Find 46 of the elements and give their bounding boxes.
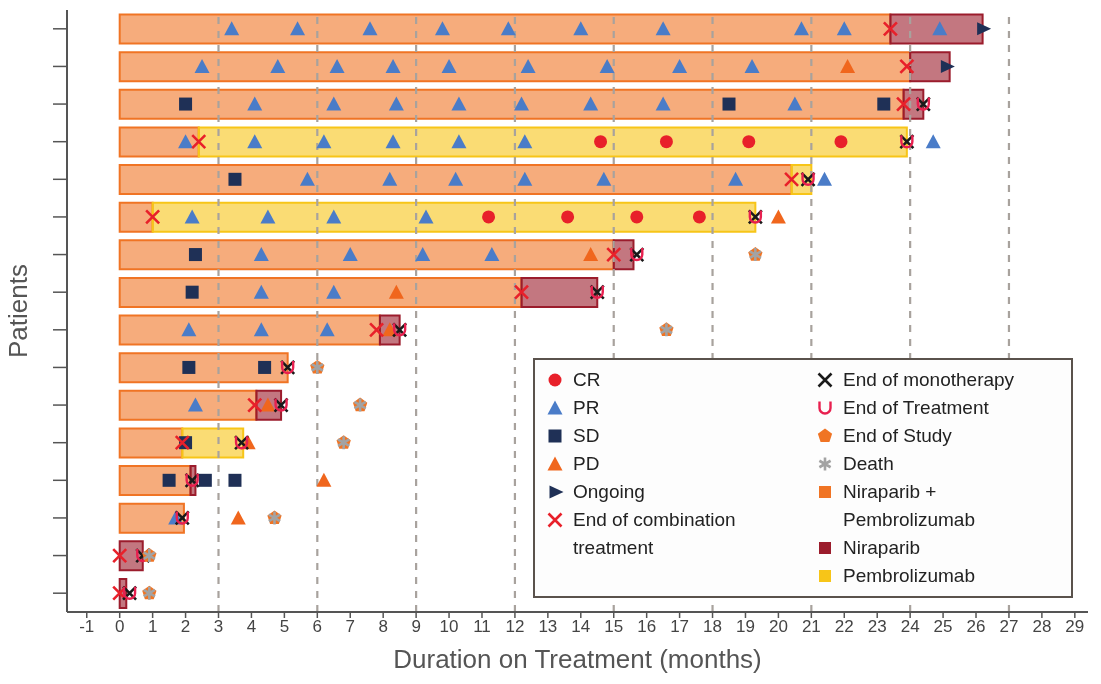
legend-label: PR — [573, 396, 600, 420]
legend-label: Niraparib — [843, 536, 921, 560]
legend-label: Death — [843, 452, 894, 476]
x-tick-label: 29 — [1065, 617, 1085, 637]
x-tick-label: 18 — [703, 617, 722, 637]
x-axis-title: Duration on Treatment (months) — [393, 644, 762, 674]
x-tick-label: 21 — [801, 617, 821, 637]
x-tick-label: 25 — [933, 617, 953, 637]
legend-label: Ongoing — [573, 480, 645, 504]
y-axis-title: Patients — [3, 264, 34, 358]
x-tick-label: 22 — [834, 617, 854, 637]
legend-label: End of Study — [843, 424, 952, 448]
legend-label: CR — [573, 368, 601, 392]
x-tick-label: 1 — [147, 617, 158, 637]
legend-label: End of monotherapy — [843, 368, 1015, 392]
x-tick-label: 27 — [999, 617, 1019, 637]
x-tick-label: 6 — [312, 617, 323, 637]
x-tick-label: 13 — [538, 617, 558, 637]
legend-label: End of combination treatment — [573, 508, 737, 560]
x-tick-label: 12 — [505, 617, 525, 637]
x-tick-label: 0 — [114, 617, 125, 637]
x-tick-label: 5 — [279, 617, 290, 637]
x-tick-label: 15 — [604, 617, 624, 637]
x-tick-label: 4 — [246, 617, 257, 637]
x-tick-label: 17 — [670, 617, 690, 637]
x-tick-label: 28 — [1032, 617, 1052, 637]
legend-label: SD — [573, 424, 600, 448]
x-tick-label: 16 — [637, 617, 657, 637]
legend-label: Pembrolizumab — [843, 564, 975, 588]
legend-label: PD — [573, 452, 600, 476]
x-tick-label: -1 — [79, 617, 95, 637]
x-tick-label: 7 — [345, 617, 355, 637]
x-tick-label: 24 — [900, 617, 920, 637]
x-tick-label: 19 — [736, 617, 755, 637]
x-tick-label: 14 — [571, 617, 591, 637]
x-tick-label: 10 — [439, 617, 459, 637]
x-tick-label: 20 — [768, 617, 788, 637]
x-tick-label: 23 — [867, 617, 887, 637]
x-tick-label: 8 — [378, 617, 388, 637]
x-tick-label: 11 — [473, 617, 491, 637]
x-tick-label: 9 — [411, 617, 421, 637]
x-tick-label: 2 — [180, 617, 191, 637]
x-tick-label: 3 — [213, 617, 224, 637]
x-tick-label: 26 — [966, 617, 986, 637]
legend-label: End of Treatment — [843, 396, 989, 420]
legend-label: Niraparib + Pembrolizumab — [843, 480, 976, 532]
